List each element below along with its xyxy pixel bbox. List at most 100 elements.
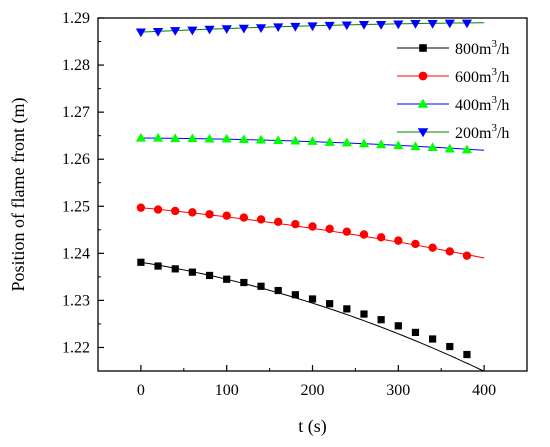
y-tick-label: 1.24 bbox=[62, 245, 90, 262]
data-point bbox=[359, 230, 369, 239]
data-point bbox=[154, 262, 162, 270]
data-point bbox=[223, 275, 231, 283]
data-point bbox=[308, 222, 317, 231]
data-point bbox=[239, 213, 249, 222]
y-tick-label: 1.23 bbox=[62, 292, 90, 309]
data-point bbox=[188, 208, 197, 217]
data-point bbox=[324, 137, 335, 146]
data-point bbox=[393, 20, 404, 30]
data-point bbox=[429, 335, 437, 343]
legend-label: 200m3/h bbox=[455, 122, 509, 142]
data-point bbox=[394, 236, 403, 245]
x-tick-label: 100 bbox=[215, 382, 239, 399]
data-point bbox=[360, 310, 368, 318]
data-point bbox=[410, 20, 421, 29]
data-point bbox=[358, 20, 370, 30]
data-point bbox=[462, 251, 472, 260]
data-point bbox=[221, 133, 232, 143]
data-point bbox=[152, 28, 164, 37]
data-point bbox=[291, 291, 299, 299]
data-point bbox=[411, 328, 420, 337]
x-axis-label: t (s) bbox=[298, 416, 327, 437]
y-axis-label: Position of flame front (m) bbox=[8, 98, 29, 292]
y-tick-label: 1.22 bbox=[62, 339, 90, 356]
data-point bbox=[256, 215, 266, 224]
data-point bbox=[308, 295, 317, 303]
data-point bbox=[461, 19, 473, 29]
data-point bbox=[204, 25, 215, 35]
data-point bbox=[238, 134, 249, 144]
data-markers bbox=[135, 19, 473, 359]
x-tick-label: 200 bbox=[301, 382, 325, 399]
data-point bbox=[358, 138, 370, 148]
y-axis-ticks: 1.22 1.23 1.24 1.25 1.26 1.27 1.28 1.29 bbox=[62, 10, 104, 372]
y-tick-label: 1.29 bbox=[62, 10, 90, 27]
data-point bbox=[343, 305, 351, 313]
data-point bbox=[393, 140, 404, 150]
data-point bbox=[445, 247, 454, 256]
data-point bbox=[240, 278, 248, 287]
data-point bbox=[204, 133, 215, 143]
data-point bbox=[291, 219, 300, 229]
data-point bbox=[238, 24, 249, 34]
fit-lines bbox=[140, 22, 485, 372]
x-tick-label: 300 bbox=[386, 382, 410, 399]
data-point bbox=[135, 28, 146, 38]
data-point bbox=[410, 141, 421, 151]
data-point bbox=[255, 134, 267, 144]
data-point bbox=[187, 133, 198, 143]
series-fit-line bbox=[140, 261, 485, 372]
data-point bbox=[307, 22, 318, 32]
data-point bbox=[153, 205, 163, 214]
data-point bbox=[324, 21, 335, 31]
data-point bbox=[446, 342, 454, 351]
x-axis-ticks: 0 100 200 300 400 bbox=[97, 365, 528, 399]
data-point bbox=[170, 27, 181, 36]
data-point bbox=[188, 268, 196, 276]
data-point bbox=[394, 322, 402, 330]
data-point bbox=[221, 25, 232, 34]
data-point bbox=[377, 316, 385, 324]
data-point bbox=[376, 20, 387, 30]
data-point bbox=[170, 133, 181, 143]
data-point bbox=[135, 132, 146, 142]
y-tick-label: 1.28 bbox=[62, 57, 90, 74]
data-point bbox=[444, 143, 455, 153]
legend-marker bbox=[418, 71, 428, 81]
legend-marker bbox=[419, 44, 427, 52]
data-point bbox=[444, 19, 455, 29]
data-point bbox=[171, 206, 180, 216]
data-point bbox=[290, 22, 301, 32]
data-point bbox=[273, 217, 283, 226]
x-tick-label: 400 bbox=[472, 382, 496, 399]
data-point bbox=[342, 227, 352, 236]
x-tick-label: 0 bbox=[137, 382, 145, 399]
data-point bbox=[463, 350, 471, 359]
data-point bbox=[137, 258, 145, 266]
data-point bbox=[273, 23, 284, 33]
data-point bbox=[427, 20, 438, 29]
data-point bbox=[325, 224, 334, 234]
data-point bbox=[376, 139, 387, 149]
data-point bbox=[205, 210, 214, 219]
data-point bbox=[152, 132, 164, 142]
y-tick-label: 1.26 bbox=[62, 151, 90, 168]
legend: 800m3/h 600m3/h 400m3/h 200m3/h bbox=[397, 38, 509, 142]
data-point bbox=[222, 211, 231, 220]
legend-marker bbox=[417, 98, 429, 108]
data-point bbox=[205, 271, 214, 280]
legend-label: 400m3/h bbox=[455, 94, 509, 114]
data-point bbox=[411, 239, 420, 249]
legend-label: 800m3/h bbox=[455, 38, 509, 58]
data-point bbox=[257, 282, 265, 290]
data-point bbox=[341, 21, 352, 31]
data-point bbox=[341, 137, 352, 147]
data-point bbox=[428, 243, 437, 252]
data-point bbox=[273, 135, 284, 144]
y-tick-label: 1.27 bbox=[62, 104, 90, 121]
data-point bbox=[427, 142, 438, 152]
legend-marker bbox=[417, 128, 429, 138]
data-point bbox=[326, 300, 334, 308]
y-tick-label: 1.25 bbox=[62, 198, 90, 215]
data-point bbox=[171, 265, 179, 273]
